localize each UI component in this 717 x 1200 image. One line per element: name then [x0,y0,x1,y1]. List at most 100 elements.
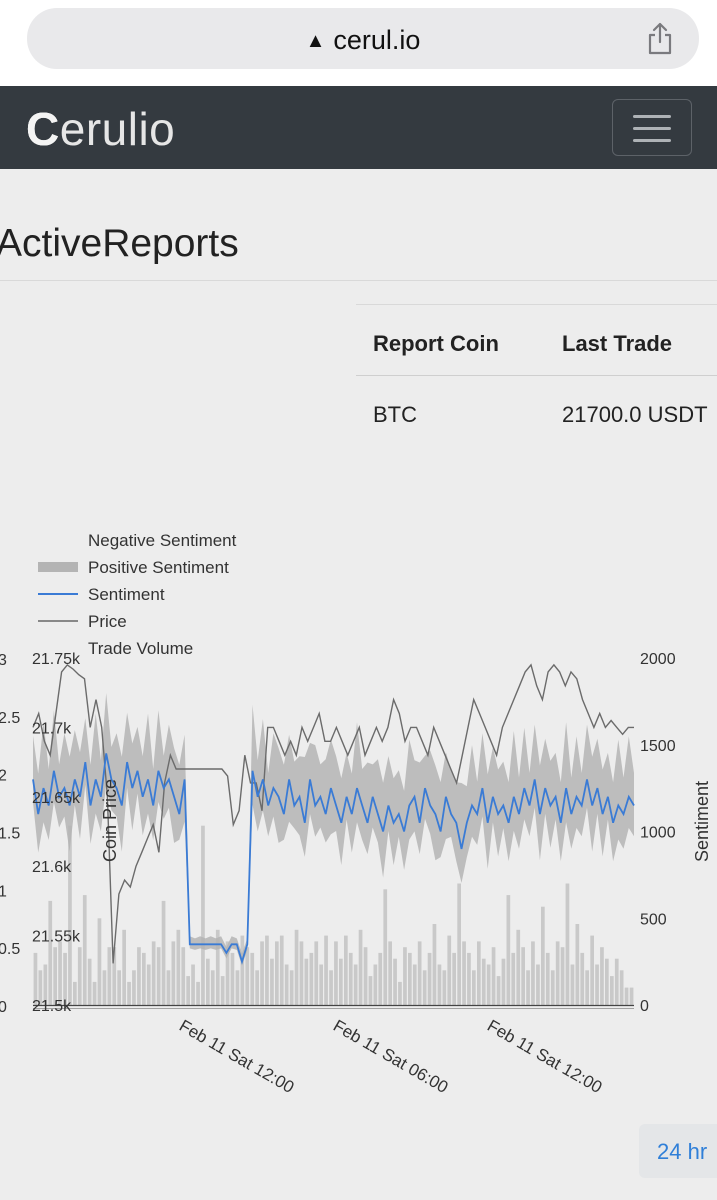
volume-bar [102,970,107,1005]
volume-bar [437,964,442,1005]
y-sentiment-tick-label: 1000 [640,825,676,842]
volume-bar [314,941,319,1005]
volume-bar [398,981,402,1005]
volume-bar [467,952,471,1005]
volume-bar [176,929,181,1005]
volume-bar [560,947,565,1005]
y-sentiment-tick-label: 2000 [640,651,676,668]
volume-bar [245,947,250,1005]
y-volume-tick-label: 1 [0,883,7,900]
y-price-tick-label: 21.5k [32,998,72,1015]
y-sentiment-axis-title: Sentiment [692,781,712,862]
volume-bar [432,924,437,1005]
price-series-line [32,663,634,964]
legend-label: Price [88,612,127,631]
volume-bar [550,970,555,1005]
volume-bar [427,952,432,1005]
volume-bar [383,889,388,1005]
column-header-report-coin: Report Coin [373,331,499,356]
volume-bar [585,970,589,1005]
volume-bar [63,952,67,1005]
legend-label: Trade Volume [88,639,193,658]
volume-bar [363,947,368,1005]
volume-bar [624,987,629,1005]
volume-bar [496,976,501,1005]
sentiment-line [32,753,635,965]
volume-bar [68,825,72,1005]
page-title: ActiveReports [0,222,239,265]
range-24hr-button[interactable]: 24 hr [639,1124,717,1178]
volume-bar [521,947,525,1005]
volume-bar [368,976,373,1005]
volume-bar [442,970,447,1005]
volume-bar [294,929,299,1005]
y-volume-tick-label: 0 [0,999,7,1016]
volume-bar [516,929,521,1005]
volume-bar [171,941,176,1005]
range-label: 24 hr [657,1139,708,1164]
volume-bar [97,918,102,1006]
legend-label: Sentiment [88,585,165,604]
volume-bar [255,970,259,1005]
y-sentiment-tick-label: 0 [640,998,649,1015]
volume-bar [477,941,481,1005]
volume-bar [38,970,43,1005]
volume-bar [191,964,195,1005]
volume-bar [422,970,427,1005]
volume-bar [48,900,53,1005]
volume-bar [279,935,284,1005]
volume-bar [545,952,550,1005]
positive-sentiment-area [33,693,634,966]
volume-bar [225,941,230,1005]
volume-bar [570,964,575,1005]
table-row[interactable]: BTC 21700.0 USDT [356,376,717,448]
volume-bar [166,970,171,1005]
volume-bar [77,947,82,1005]
volume-bar [156,947,161,1005]
sentiment-chart[interactable]: 0 0.5 1 1.5 2 2.5 3 21.5k 21.55k 21.6k 21.65k 21.7k… [0,510,717,1130]
volume-bar [614,958,619,1005]
volume-bar [230,952,235,1005]
volume-bar [304,958,309,1005]
volume-bar [575,924,580,1005]
brand-logo[interactable]: Cerulio [26,103,176,155]
volume-bar [629,987,634,1005]
volume-bar [43,964,48,1005]
volume-bar [373,964,378,1005]
volume-bar [161,900,166,1005]
volume-bar [250,952,255,1005]
volume-bar [275,941,279,1005]
navbar: Cerulio [0,86,717,169]
volume-bar [447,935,452,1005]
share-icon[interactable] [645,22,675,56]
legend-swatch-area [38,562,78,572]
volume-bar [265,935,269,1005]
price-line [32,663,634,964]
volume-bar [186,976,190,1005]
volume-bar [284,964,289,1005]
y-price-tick-label: 21.65k [32,790,81,807]
y-volume-tick-label: 0.5 [0,941,20,958]
y-price-tick-label: 21.6k [32,859,72,876]
volume-bar [462,941,466,1005]
table-header-row: Report Coin Last Trade [356,304,717,376]
cell-coin: BTC [373,402,417,427]
volume-bar [329,970,333,1005]
hamburger-icon-bar [633,139,671,142]
volume-bar [526,970,530,1005]
volume-bar [417,941,422,1005]
volume-bar [388,941,392,1005]
volume-bar [472,970,476,1005]
warning-icon: ▲ [305,30,326,52]
volume-bar [137,947,141,1005]
volume-bar [289,970,294,1005]
volume-bar [590,935,594,1005]
volume-bar [619,970,624,1005]
volume-bar [605,958,609,1005]
volume-bar [408,952,412,1005]
browser-chrome: ▲ cerul.io [0,0,717,86]
menu-toggle-button[interactable] [612,99,692,156]
volume-bar [595,964,599,1005]
volume-bar [457,883,461,1005]
address-bar[interactable]: ▲ cerul.io [27,8,699,69]
